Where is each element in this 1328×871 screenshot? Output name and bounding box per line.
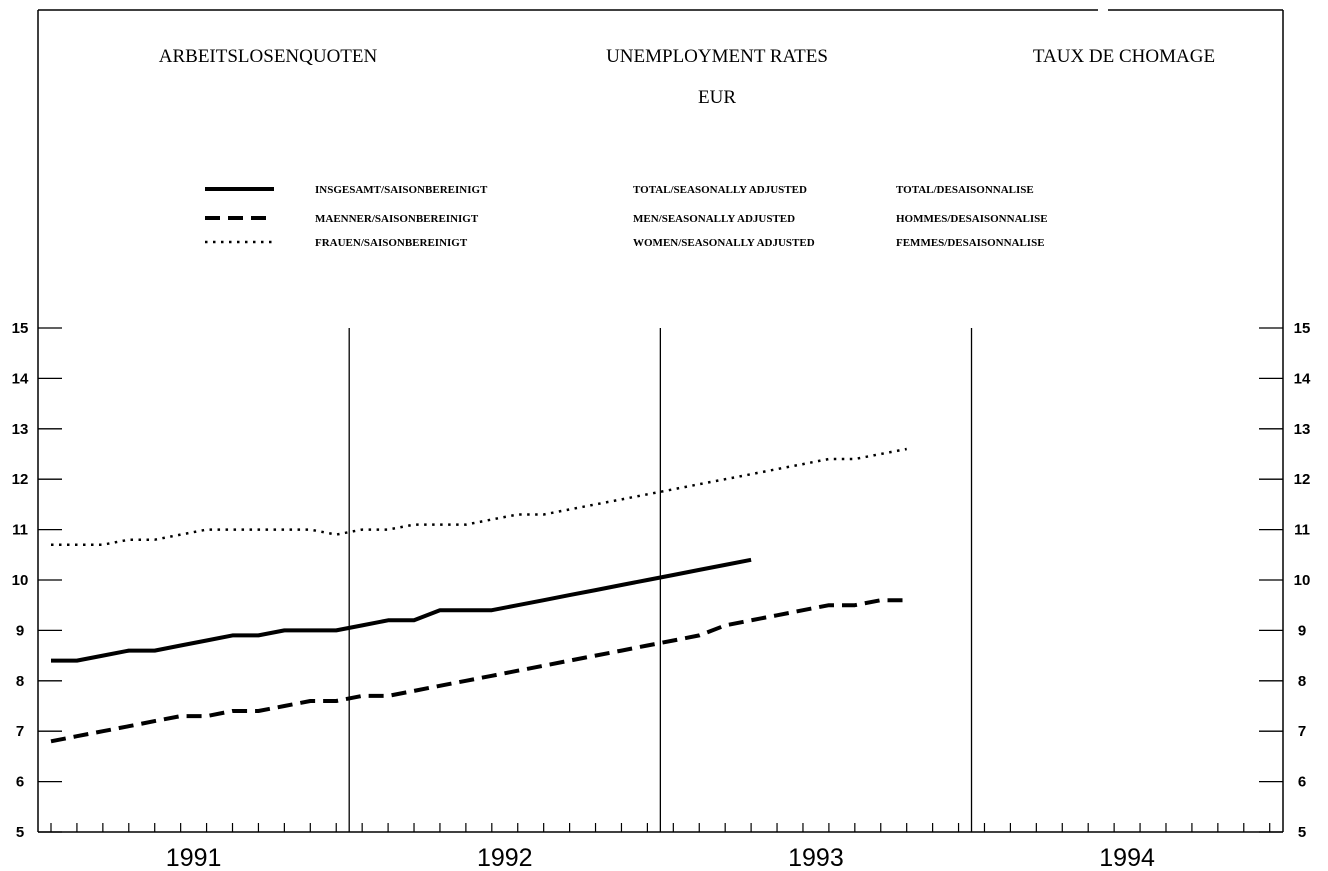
legend: INSGESAMT/SAISONBEREINIGT MAENNER/SAISON… bbox=[205, 184, 1048, 249]
y-tick-label-left: 13 bbox=[12, 421, 29, 438]
y-tick-label-right: 15 bbox=[1294, 320, 1311, 337]
y-tick-label-right: 13 bbox=[1294, 421, 1311, 438]
legend-dashed-fr: HOMMES/DESAISONNALISE bbox=[896, 213, 1048, 225]
y-tick-label-right: 7 bbox=[1298, 723, 1306, 740]
year-label: 1992 bbox=[477, 844, 533, 871]
series-line-dashed bbox=[50, 598, 907, 744]
year-label: 1993 bbox=[788, 844, 844, 871]
legend-solid-de: INSGESAMT/SAISONBEREINIGT bbox=[315, 184, 488, 196]
legend-dotted-fr: FEMMES/DESAISONNALISE bbox=[896, 237, 1045, 249]
y-tick-label-left: 9 bbox=[16, 622, 24, 639]
series-line-dotted bbox=[51, 447, 907, 546]
legend-dashed-de: MAENNER/SAISONBEREINIGT bbox=[315, 213, 479, 225]
axes-layer: 5 5 6 6 7 7 8 8 9 9 10 10 11 11 12 12 13 13 14 14 15 15 1991 19… bbox=[12, 320, 1311, 871]
y-tick-label-left: 6 bbox=[16, 774, 24, 791]
y-tick-label-right: 9 bbox=[1298, 622, 1306, 639]
y-tick-label-right: 11 bbox=[1294, 522, 1310, 539]
year-label: 1994 bbox=[1099, 844, 1155, 871]
title-french: TAUX DE CHOMAGE bbox=[1033, 46, 1215, 67]
legend-dotted-en: WOMEN/SEASONALLY ADJUSTED bbox=[633, 237, 815, 249]
y-tick-label-left: 15 bbox=[12, 320, 29, 337]
legend-dotted-de: FRAUEN/SAISONBEREINIGT bbox=[315, 237, 468, 249]
y-tick-label-left: 7 bbox=[16, 723, 24, 740]
y-tick-label-left: 10 bbox=[12, 572, 29, 589]
series-layer bbox=[50, 447, 907, 744]
y-tick-label-left: 8 bbox=[16, 673, 24, 690]
y-tick-label-right: 10 bbox=[1294, 572, 1311, 589]
title-region: EUR bbox=[698, 87, 736, 108]
y-tick-label-right: 6 bbox=[1298, 774, 1306, 791]
y-tick-label-right: 5 bbox=[1298, 824, 1306, 841]
y-tick-label-right: 12 bbox=[1294, 471, 1311, 488]
year-label: 1991 bbox=[166, 844, 222, 871]
y-tick-label-left: 11 bbox=[12, 522, 28, 539]
title-english: UNEMPLOYMENT RATES bbox=[606, 46, 828, 67]
y-tick-label-left: 5 bbox=[16, 824, 24, 841]
legend-solid-en: TOTAL/SEASONALLY ADJUSTED bbox=[633, 184, 807, 196]
y-tick-label-right: 14 bbox=[1294, 370, 1311, 387]
y-tick-label-left: 12 bbox=[12, 471, 29, 488]
legend-solid-fr: TOTAL/DESAISONNALISE bbox=[896, 184, 1034, 196]
series-line-solid bbox=[51, 557, 752, 663]
y-tick-label-left: 14 bbox=[12, 370, 29, 387]
title-german: ARBEITSLOSENQUOTEN bbox=[159, 46, 378, 67]
legend-dashed-en: MEN/SEASONALLY ADJUSTED bbox=[633, 213, 795, 225]
y-tick-label-right: 8 bbox=[1298, 673, 1306, 690]
